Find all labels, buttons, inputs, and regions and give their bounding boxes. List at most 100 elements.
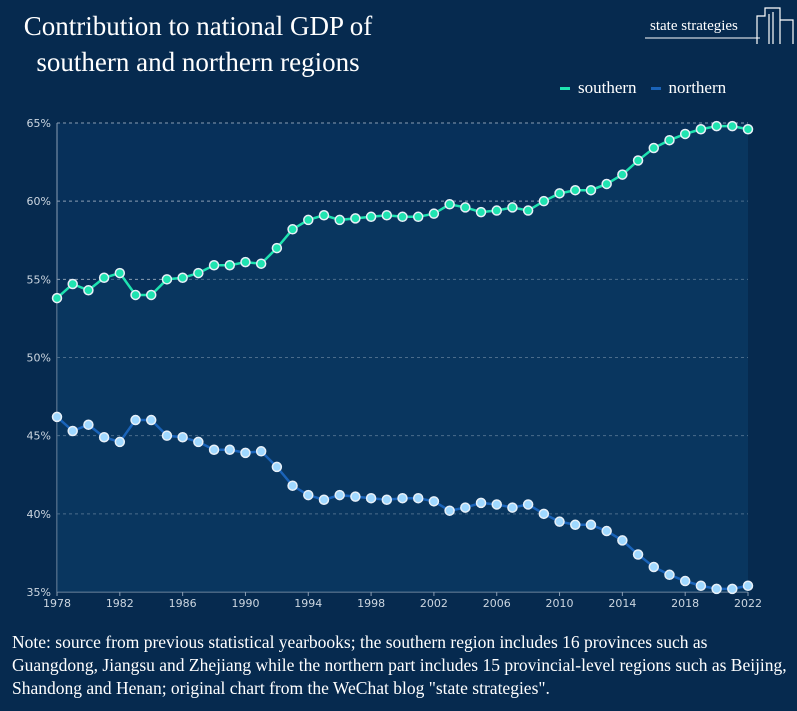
y-tick-label: 50% — [27, 352, 51, 365]
data-point-northern — [51, 411, 63, 423]
data-point-northern — [177, 431, 188, 443]
data-point-northern — [271, 461, 283, 473]
legend-swatch-southern — [560, 86, 570, 90]
y-tick-label: 45% — [27, 430, 51, 443]
data-point-southern — [287, 224, 298, 235]
data-point-northern — [130, 414, 141, 426]
data-point-southern — [538, 195, 550, 207]
data-point-southern — [428, 208, 440, 219]
data-point-northern — [695, 580, 707, 591]
data-point-northern — [145, 414, 157, 426]
x-tick-label: 1978 — [43, 597, 71, 610]
data-point-northern — [538, 508, 550, 520]
data-point-southern — [522, 205, 534, 216]
data-point-northern — [475, 497, 487, 509]
data-point-southern — [318, 209, 330, 221]
data-point-southern — [350, 213, 361, 224]
data-point-northern — [727, 583, 738, 595]
data-point-northern — [83, 419, 94, 430]
data-point-northern — [287, 480, 298, 491]
legend-item-northern[interactable]: northern — [650, 78, 726, 98]
data-point-southern — [240, 256, 251, 268]
data-point-southern — [727, 120, 738, 132]
data-point-northern — [208, 444, 220, 455]
data-point-southern — [585, 184, 597, 196]
data-point-northern — [522, 499, 534, 510]
data-point-southern — [664, 134, 675, 146]
logo-text: state strategies — [650, 18, 738, 34]
data-point-northern — [570, 519, 581, 531]
data-point-southern — [601, 178, 612, 190]
x-tick-label: 1990 — [231, 597, 259, 610]
data-point-northern — [554, 516, 565, 527]
data-point-northern — [742, 580, 754, 591]
chart-title: Contribution to national GDP of southern… — [18, 8, 378, 80]
data-point-northern — [460, 502, 471, 513]
data-point-southern — [303, 214, 314, 226]
data-point-northern — [303, 489, 314, 501]
y-tick-label: 60% — [27, 195, 51, 208]
data-point-southern — [271, 242, 283, 254]
y-tick-label: 55% — [27, 273, 51, 286]
x-tick-label: 2010 — [546, 597, 574, 610]
x-tick-label: 1998 — [357, 597, 385, 610]
data-point-southern — [67, 278, 78, 290]
data-point-southern — [51, 292, 63, 304]
data-point-northern — [711, 583, 722, 595]
data-point-northern — [664, 569, 675, 581]
data-point-southern — [742, 124, 754, 135]
x-tick-label: 1986 — [169, 597, 197, 610]
data-point-southern — [208, 260, 220, 271]
data-point-southern — [554, 188, 565, 199]
data-point-northern — [365, 492, 377, 504]
data-point-southern — [397, 211, 408, 223]
data-point-southern — [161, 274, 173, 285]
data-point-southern — [130, 289, 141, 301]
data-point-southern — [617, 169, 628, 180]
data-point-southern — [460, 202, 471, 213]
data-point-northern — [632, 549, 644, 560]
logo-buildings-icon — [645, 7, 794, 44]
data-point-southern — [193, 267, 204, 279]
data-point-southern — [145, 289, 157, 301]
data-point-northern — [193, 436, 204, 448]
x-tick-label: 1994 — [294, 597, 322, 610]
data-point-southern — [381, 209, 393, 221]
data-point-northern — [334, 489, 345, 501]
title-line-2: southern and northern regions — [36, 47, 360, 77]
data-point-northern — [350, 491, 361, 502]
legend: southern northern — [560, 78, 726, 98]
data-point-southern — [98, 272, 110, 284]
data-point-southern — [491, 205, 502, 216]
data-point-northern — [224, 444, 235, 455]
data-point-southern — [177, 272, 188, 284]
data-point-southern — [255, 258, 267, 269]
data-point-northern — [585, 519, 597, 531]
data-point-northern — [601, 525, 612, 537]
data-point-northern — [114, 436, 126, 448]
data-point-southern — [648, 142, 660, 154]
data-point-southern — [224, 260, 235, 271]
data-point-southern — [444, 199, 455, 210]
data-point-southern — [334, 214, 345, 226]
legend-swatch-northern — [650, 86, 661, 90]
data-point-northern — [240, 447, 251, 459]
x-tick-label: 2018 — [671, 597, 699, 610]
data-point-southern — [570, 184, 581, 196]
data-point-southern — [365, 211, 377, 223]
data-point-northern — [617, 535, 628, 546]
data-point-southern — [412, 211, 424, 223]
data-point-northern — [444, 505, 455, 516]
data-point-northern — [98, 431, 110, 443]
data-point-northern — [255, 446, 267, 457]
data-point-southern — [507, 202, 518, 213]
footnote: Note: source from previous statistical y… — [12, 632, 787, 698]
legend-item-southern[interactable]: southern — [560, 78, 637, 98]
data-point-northern — [318, 494, 330, 506]
data-point-northern — [397, 492, 408, 504]
line-chart: 35% 40% 45% 50% 55% 60% 65% 1978 1982 1986 1990 199… — [27, 117, 762, 610]
data-point-northern — [67, 425, 78, 437]
data-point-southern — [114, 267, 126, 279]
y-tick-label: 40% — [27, 508, 51, 521]
x-tick-label: 2014 — [608, 597, 636, 610]
